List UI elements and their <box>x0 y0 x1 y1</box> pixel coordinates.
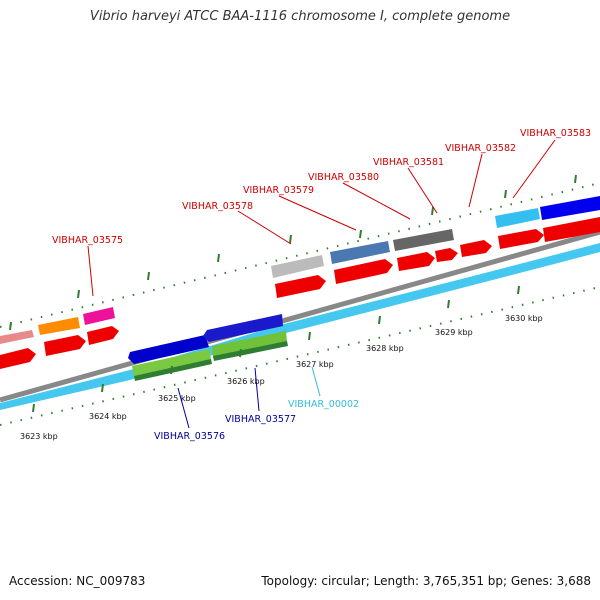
major-tick <box>378 315 381 325</box>
cds-arrow <box>275 275 326 298</box>
gene-darkgreen-strip <box>213 341 288 361</box>
leader-line <box>468 153 483 208</box>
cds-arrow <box>87 326 119 345</box>
gene-blue-right <box>540 196 600 220</box>
tick-label: 3624 kbp <box>89 412 127 421</box>
major-tick <box>447 299 450 309</box>
gene-green-reverse <box>212 331 287 358</box>
gene-magenta <box>83 307 115 325</box>
gene-blue-reverse <box>203 314 283 342</box>
gene-label: VIBHAR_03575 <box>52 235 123 246</box>
tick-label: 3626 kbp <box>227 377 265 386</box>
leader-line <box>407 167 438 214</box>
cds-arrow <box>498 229 544 249</box>
gene-label: VIBHAR_03583 <box>520 128 591 139</box>
gene-skyblue <box>495 208 540 228</box>
gene-label: VIBHAR_03577 <box>225 414 296 425</box>
leader-line <box>254 367 260 412</box>
reverse-genes <box>128 314 288 381</box>
major-tick <box>217 253 220 263</box>
tick-label: 3628 kbp <box>366 344 404 353</box>
gene-darkgrey <box>393 229 454 251</box>
gene-label: VIBHAR_03581 <box>373 157 444 168</box>
major-tick <box>359 229 362 239</box>
major-tick <box>77 289 80 299</box>
major-tick <box>170 365 173 375</box>
major-tick <box>289 234 292 244</box>
gene-label: VIBHAR_00002 <box>288 399 359 410</box>
leader-line <box>237 210 292 245</box>
map-title: Vibrio harveyi ATCC BAA-1116 chromosome … <box>89 9 511 24</box>
cds-arrow <box>543 217 600 242</box>
leader-line <box>311 366 321 397</box>
tick-label: 3623 kbp <box>20 432 58 441</box>
cds-arrow <box>460 240 492 257</box>
cds-arrow <box>0 348 36 369</box>
major-tick <box>574 174 577 184</box>
gene-green-reverse <box>132 349 211 378</box>
major-tick <box>9 321 12 331</box>
cds-arrow <box>397 252 435 271</box>
gene-orange <box>38 317 80 335</box>
scale-ticks: 3623 kbp 3624 kbp 3625 kbp 3626 kbp 3627 kbp… <box>9 174 577 441</box>
gene-steelblue <box>330 241 390 264</box>
leader-line <box>278 195 357 231</box>
gene-blue-reverse <box>128 335 209 364</box>
major-tick <box>101 383 104 393</box>
gene-labels: VIBHAR_03575 VIBHAR_03578 VIBHAR_03579 VIBH… <box>52 128 591 442</box>
major-tick <box>239 348 242 358</box>
forward-cds-arrows <box>0 217 600 369</box>
tick-label: 3627 kbp <box>296 360 334 369</box>
leader-line <box>512 139 556 199</box>
major-tick <box>308 331 311 341</box>
leader-line <box>342 182 411 220</box>
major-tick <box>32 403 35 413</box>
gene-label: VIBHAR_03576 <box>154 431 225 442</box>
cds-arrow <box>334 259 393 284</box>
forward-genes-upper <box>0 196 600 344</box>
gene-label: VIBHAR_03578 <box>182 201 253 212</box>
tick-label: 3630 kbp <box>505 314 543 323</box>
major-tick <box>431 206 434 216</box>
topology-text: Topology: circular; Length: 3,765,351 bp… <box>261 574 591 588</box>
tick-label: 3625 kbp <box>158 394 196 403</box>
cds-arrow <box>435 248 458 262</box>
gene-salmon <box>0 330 34 344</box>
gene-darkgreen-strip <box>134 359 212 381</box>
major-tick <box>504 189 507 199</box>
major-tick <box>517 285 520 295</box>
cds-arrow <box>44 335 86 356</box>
major-tick <box>147 271 150 281</box>
gene-label: VIBHAR_03580 <box>308 172 379 183</box>
gene-label: VIBHAR_03579 <box>243 185 314 196</box>
gene-grey <box>271 255 324 278</box>
chromosome-backbone <box>0 229 600 403</box>
leader-line <box>87 245 94 297</box>
leader-line <box>177 387 190 429</box>
accession-text: Accession: NC_009783 <box>9 574 146 588</box>
gene-label: VIBHAR_03582 <box>445 143 516 154</box>
tick-label: 3629 kbp <box>435 328 473 337</box>
